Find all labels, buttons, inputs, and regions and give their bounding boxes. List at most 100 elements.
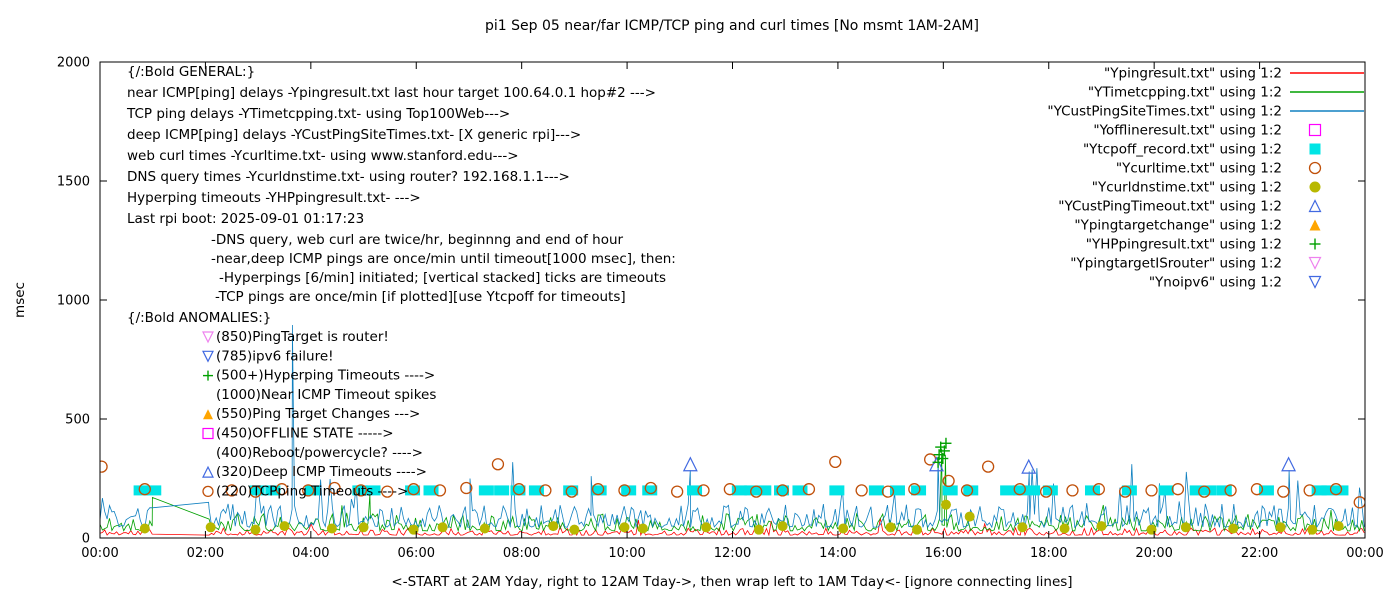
legend-label: "YpingtargetISrouter" using 1:2 <box>1070 256 1282 272</box>
legend-sample-triangle-down-open-icon <box>1308 256 1322 270</box>
point-Ytcpoff_record <box>1158 485 1174 496</box>
general-line: web curl times -Ycurltime.txt- using www… <box>127 148 519 164</box>
legend-sample-square-filled-icon <box>1309 143 1321 155</box>
x-tick-label: 20:00 <box>1135 546 1172 561</box>
point-Ytcpoff_record <box>621 485 637 496</box>
point-Ytcpoff_record <box>868 485 884 496</box>
point-Ycurltime <box>1066 484 1079 497</box>
point-Ycurldnstime <box>911 524 922 535</box>
legend-sample-circle-open-icon <box>1308 161 1322 175</box>
point-Ycurltime <box>225 484 238 497</box>
x-tick-label: 00:00 <box>81 546 118 561</box>
anomaly-line: (400)Reboot/powercycle? ----> <box>216 445 423 461</box>
anomaly-circle-open-icon <box>202 485 214 498</box>
point-Ycurltime <box>1303 484 1316 497</box>
anomaly-line: (550)Ping Target Changes ---> <box>216 406 420 422</box>
legend-sample-circle-filled-icon <box>1309 181 1321 193</box>
general-line: TCP ping delays -YTimetcpping.txt- using… <box>126 106 510 122</box>
point-Ycurltime <box>1353 496 1365 509</box>
point-Ytcpoff_record <box>1084 485 1100 496</box>
point-Ytcpoff_record <box>774 485 790 496</box>
point-Ytcpoff_record <box>911 485 927 496</box>
point-Ycurltime <box>591 483 605 496</box>
legend-label: "Ycurltime.txt" using 1:2 <box>1116 161 1282 177</box>
x-axis-label: <-START at 2AM Yday, right to 12AM Tday-… <box>391 574 1072 590</box>
point-Ycurldnstime <box>437 522 448 533</box>
point-Ycurltime <box>138 483 151 496</box>
point-Ycurldnstime <box>619 522 630 533</box>
point-Ytcpoff_record <box>304 485 320 496</box>
legend-label: "Ypingresult.txt" using 1:2 <box>1104 66 1282 82</box>
legend-sample-triangle-down-open-icon <box>1308 275 1322 289</box>
point-Ycurldnstime <box>940 499 951 510</box>
point-Ycurltime <box>1145 484 1158 497</box>
point-Ytcpoff_record <box>1013 485 1041 496</box>
legend-label: "Ynoipv6" using 1:2 <box>1149 275 1282 291</box>
point-Ytcpoff_record <box>963 485 979 496</box>
point-Ytcpoff_record <box>642 485 658 496</box>
point-Ytcpoff_record <box>1258 485 1274 496</box>
point-Ytcpoff_record <box>829 485 845 496</box>
point-Ytcpoff_record <box>510 485 526 496</box>
point-Ycurltime <box>618 484 631 497</box>
point-Ytcpoff_record <box>1189 485 1217 496</box>
point-Ycurltime <box>512 483 526 496</box>
note-line: -TCP pings are once/min [if plotted][use… <box>215 289 626 305</box>
point-Ycurltime <box>1250 483 1264 496</box>
x-tick-label: 04:00 <box>292 546 329 561</box>
point-Ycurldnstime <box>1180 522 1191 533</box>
point-Ycurltime <box>539 484 552 497</box>
point-Ycurltime <box>776 484 789 497</box>
point-Ycurldnstime <box>753 524 764 535</box>
point-Ycurldnstime <box>1333 521 1344 532</box>
plot-annotations: {/:Bold GENERAL:} near ICMP[ping] delays … <box>126 64 676 499</box>
x-tick-label: 18:00 <box>1030 546 1067 561</box>
point-YCustPingTimeout <box>1021 458 1037 474</box>
point-Ycurltime <box>697 484 710 497</box>
y-tick-label: 0 <box>82 532 90 547</box>
x-tick-label: 08:00 <box>503 546 540 561</box>
point-Ycurldnstime <box>1275 522 1286 533</box>
point-Ycurldnstime <box>1059 523 1070 534</box>
point-YCustPingTimeout <box>929 456 944 472</box>
point-Ytcpoff_record <box>365 485 381 496</box>
legend-sample-triangle-up-open-icon <box>1308 199 1322 213</box>
anomaly-line: (850)PingTarget is router! <box>216 329 389 345</box>
y-tick-label: 500 <box>65 413 90 428</box>
y-tick-label: 1500 <box>57 175 90 190</box>
general-line: Last rpi boot: 2025-09-01 01:17:23 <box>127 211 364 227</box>
anomaly-line: (320)Deep ICMP Timeouts ----> <box>216 464 427 480</box>
point-Ycurldnstime <box>250 524 261 535</box>
legend-label: "YCustPingTimeout.txt" using 1:2 <box>1058 199 1282 215</box>
point-Ycurltime <box>750 485 763 498</box>
point-Ycurltime <box>1092 483 1105 496</box>
point-Ytcpoff_record <box>249 485 265 496</box>
general-line: near ICMP[ping] delays -Ypingresult.txt … <box>127 85 656 101</box>
point-Ycurltime <box>100 460 108 473</box>
legend-label: "Ytcpoff_record.txt" using 1:2 <box>1083 142 1282 158</box>
note-line: -DNS query, web curl are twice/hr, begin… <box>211 232 624 248</box>
point-Ytcpoff_record <box>1000 485 1016 496</box>
point-Ycurltime <box>275 483 288 496</box>
anomaly-triangle-down-open-icon <box>202 350 214 363</box>
axes: 0 500 1000 1500 2000 00:00 02:00 04:00 06:00 08:0… <box>57 56 1384 562</box>
point-Ycurldnstime <box>479 523 490 534</box>
x-tick-label: 06:00 <box>398 546 435 561</box>
point-Ytcpoff_record <box>405 485 421 496</box>
point-Ycurldnstime <box>279 521 290 532</box>
x-tick-label: 14:00 <box>819 546 856 561</box>
general-line: Hyperping timeouts -YHPpingresult.txt- -… <box>127 190 421 206</box>
point-Ytcpoff_record <box>744 485 772 496</box>
legend-label: "YTimetcpping.txt" using 1:2 <box>1088 85 1282 101</box>
x-tick-label: 22:00 <box>1241 546 1278 561</box>
point-Ycurltime <box>328 481 341 495</box>
y-axis-label: msec <box>12 282 28 318</box>
point-Ytcpoff_record <box>528 485 544 496</box>
point-Ycurldnstime <box>358 522 369 533</box>
point-Ytcpoff_record <box>792 485 808 496</box>
point-Ycurltime <box>1329 483 1343 496</box>
chart-title: pi1 Sep 05 near/far ICMP/TCP ping and cu… <box>485 18 979 34</box>
point-Ytcpoff_record <box>265 485 281 496</box>
point-Ycurltime <box>1013 483 1026 496</box>
